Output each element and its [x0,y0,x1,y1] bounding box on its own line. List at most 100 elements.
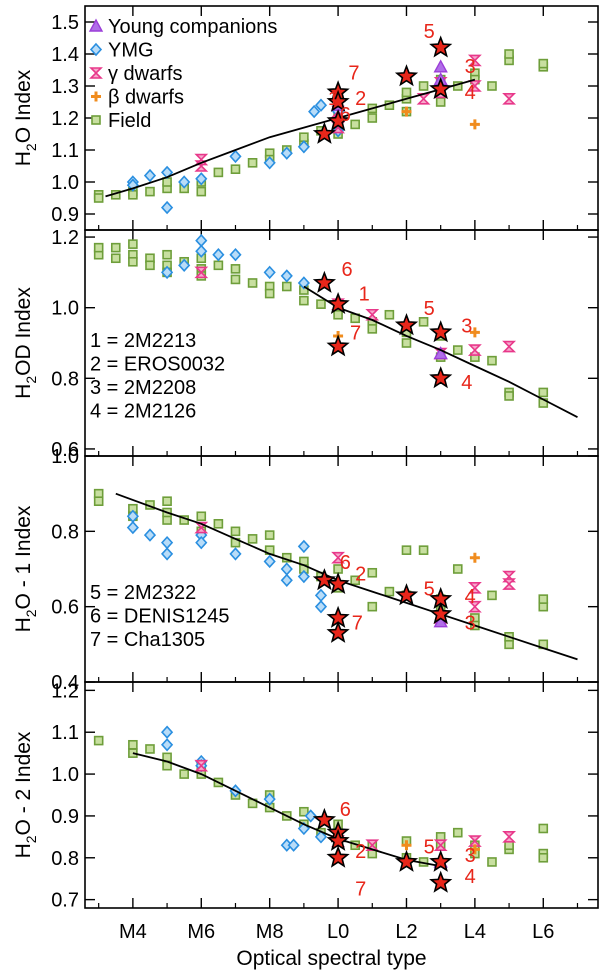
object-number-label: 3 [465,56,476,78]
highlight-star [429,76,453,100]
y-tick-label: 0.6 [51,439,79,461]
y-title-rest: OD Index [12,287,35,376]
object-number-label: 5 [424,21,435,43]
object-key-label: 4 = 2M2126 [90,401,196,423]
y-tick-label: 0.9 [51,806,79,828]
y-title-rest: O - 1 Index [12,505,35,609]
field-point [538,594,549,604]
young-companion-point [433,59,448,73]
ymg-point [178,175,191,189]
highlight-star [394,64,419,87]
gamma-dwarf-point [433,839,448,852]
legend-hourglass-icon [89,67,103,79]
highlight-star [326,571,350,594]
ymg-point [178,258,191,273]
highlight-star [326,291,350,314]
y-tick-label: 1.0 [51,298,79,320]
field-point [452,564,463,574]
ymg-point [263,554,276,569]
fit-line [105,78,476,198]
y-title-main: H [12,384,35,399]
gamma-dwarf-point [502,831,517,843]
field-point [110,253,121,264]
object-number-label: 1 [359,284,370,306]
beta-dwarf-point [469,844,480,855]
ymg-point [280,269,293,283]
ymg-point [314,830,328,844]
y-tick-label: 1.3 [51,76,79,98]
object-key-label: 2 = EROS0032 [90,354,225,376]
ymg-point [212,248,225,262]
field-point [110,242,121,253]
y-tick-label: 1.2 [51,108,79,130]
field-point [401,545,412,555]
field-point [162,177,172,187]
gamma-dwarf-point [467,344,482,356]
object-number-label: 6 [340,799,351,821]
field-point [435,97,446,107]
legend-triangle-icon [88,18,104,32]
beta-dwarf-point [469,327,480,338]
field-point [384,586,395,597]
highlight-star [312,807,337,830]
x-tick-label: M6 [187,921,215,943]
object-number-label: 4 [461,372,472,394]
field-point [367,324,378,334]
ymg-point [280,146,293,160]
y-tick-label: 0.8 [51,521,79,543]
legend-entry-label: γ dwarfs [108,63,182,85]
ymg-point [280,573,293,587]
gamma-dwarf-point [502,578,517,590]
y-title-sub: 2 [23,143,39,151]
y-title-rest: O Index [12,69,35,143]
ymg-point [287,838,300,852]
legend-entry-label: YMG [108,40,154,62]
ymg-point [195,172,208,186]
field-point [504,49,514,59]
ymg-point [143,528,157,542]
object-number-label: 1 [328,88,339,110]
y-tick-label: 1.0 [51,764,79,786]
field-point [487,857,497,867]
field-point [247,534,258,544]
field-point [401,87,412,98]
field-point [299,132,309,142]
x-tick-label: L4 [464,921,486,943]
object-number-label: 5 [424,578,435,600]
highlight-star [429,601,453,625]
object-number-label: 7 [348,63,359,85]
field-point [179,769,189,779]
field-point [264,288,275,299]
x-tick-label: M4 [119,921,147,943]
object-number-label: 6 [342,259,353,281]
beta-dwarf-point [401,840,412,851]
y-axis-title: H2O - 1 Index [12,505,39,632]
field-point [487,81,497,91]
field-point [247,158,258,168]
legend-square-icon [91,115,101,125]
field-point [128,748,138,758]
panel-frame [84,681,599,909]
ymg-point [297,539,310,554]
object-number-label: 5 [424,837,435,859]
y-title-sub: 2 [23,376,39,384]
gamma-dwarf-point [331,551,346,564]
field-point [128,239,138,249]
field-point [128,190,138,200]
field-point [196,511,207,522]
ymg-point [297,569,310,584]
object-number-label: 4 [465,866,476,888]
y-tick-label: 0.7 [51,890,79,912]
ymg-point [195,535,208,550]
ymg-point [160,535,174,550]
ymg-point [297,276,310,290]
field-point [93,735,104,746]
field-point [145,186,155,197]
y-tick-label: 0.8 [51,848,79,870]
object-number-label: 3 [461,315,472,337]
object-number-label: 4 [465,82,476,104]
beta-dwarf-point [469,119,480,130]
ymg-point [160,265,174,280]
gamma-dwarf-point [467,582,482,594]
legend-entry-label: β dwarfs [108,87,184,109]
